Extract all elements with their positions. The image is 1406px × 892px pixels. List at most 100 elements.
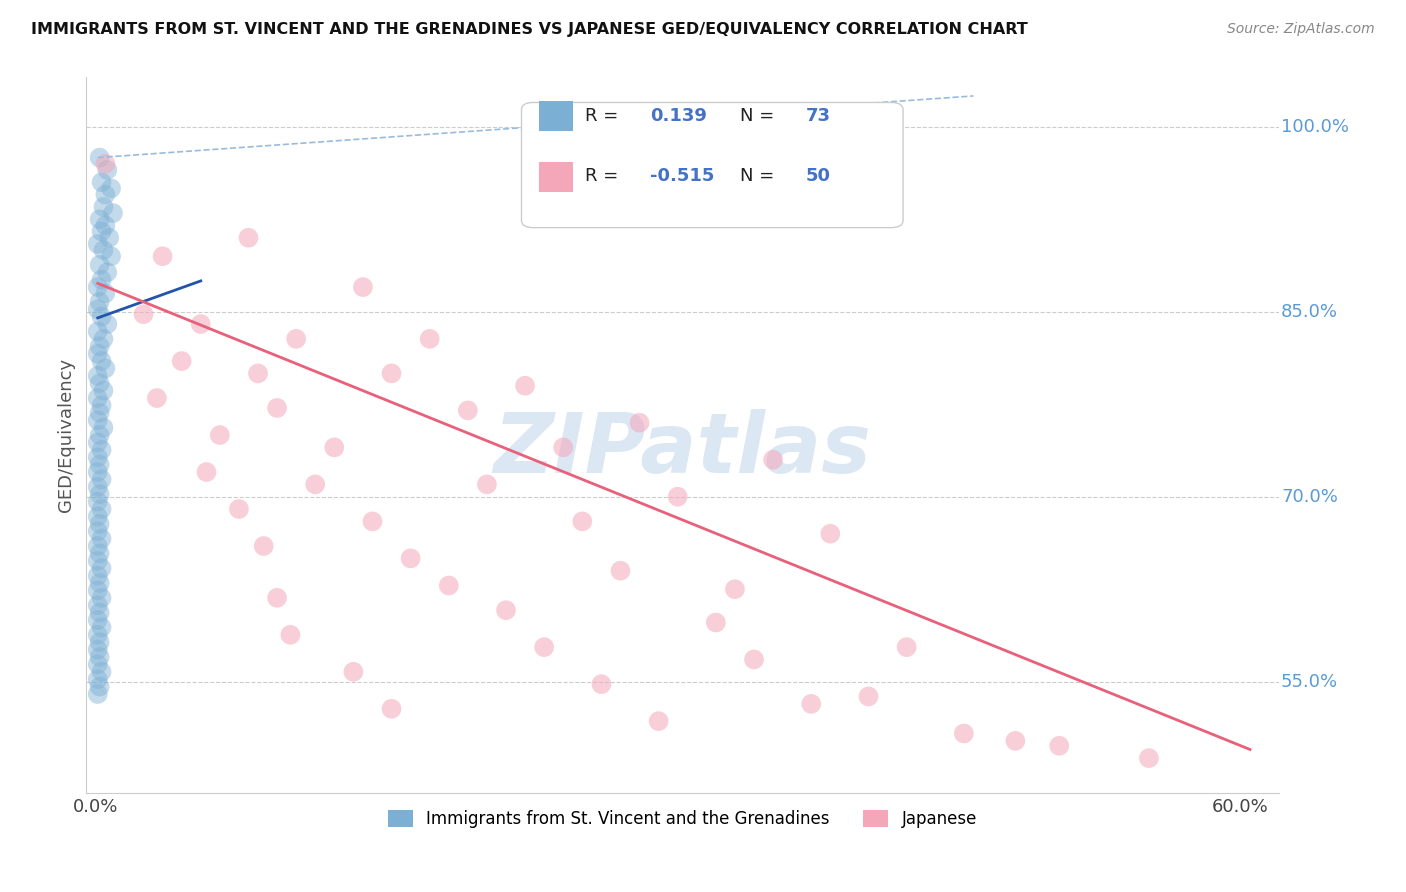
Point [571,514,593,528]
Point [89,212,111,227]
Point [253,539,276,553]
Point [90,225,112,239]
Point [90,354,112,368]
Y-axis label: GED/Equivalency: GED/Equivalency [58,358,75,512]
Point [100,181,122,195]
Point [533,640,555,654]
Point [89,650,111,665]
Point [380,702,402,716]
Point [87,583,110,598]
Point [87,280,110,294]
Point [820,526,842,541]
Point [93,243,115,257]
Text: 85.0%: 85.0% [1281,302,1339,321]
Point [132,307,155,321]
Point [238,231,260,245]
Point [89,516,111,531]
Point [89,576,111,591]
Point [90,665,112,679]
Point [94,157,117,171]
Point [190,317,212,331]
Point [170,354,193,368]
Point [87,687,110,701]
Point [87,302,110,317]
Text: IMMIGRANTS FROM ST. VINCENT AND THE GRENADINES VS JAPANESE GED/EQUIVALENCY CORRE: IMMIGRANTS FROM ST. VINCENT AND THE GREN… [31,22,1028,37]
Point [146,391,169,405]
Bar [540,101,572,131]
Point [152,249,174,263]
Point [87,613,110,627]
Point [90,561,112,575]
Text: 0.139: 0.139 [650,107,707,125]
Point [87,413,110,427]
Point [1047,739,1070,753]
Point [87,494,110,508]
Point [87,391,110,405]
Point [90,399,112,413]
Point [89,151,111,165]
Point [858,690,880,704]
Point [266,401,288,415]
Point [342,665,364,679]
Text: N =: N = [740,107,780,125]
Point [87,465,110,479]
Point [90,620,112,634]
Point [87,568,110,582]
Point [87,657,110,672]
Point [94,187,117,202]
Point [90,591,112,605]
Point [87,642,110,657]
Point [89,635,111,649]
Point [87,524,110,539]
Point [361,514,384,528]
Point [90,532,112,546]
Point [87,435,110,450]
Point [90,442,112,457]
Text: 73: 73 [806,107,831,125]
Point [100,249,122,263]
Point [628,416,651,430]
Point [591,677,613,691]
Point [93,200,115,214]
Point [87,236,110,251]
Point [380,367,402,381]
Point [762,452,785,467]
Point [89,339,111,353]
Point [495,603,517,617]
Point [285,332,308,346]
Text: -0.515: -0.515 [650,167,714,186]
Text: ZIPatlas: ZIPatlas [494,409,872,490]
Point [89,258,111,272]
Point [89,546,111,560]
Point [1137,751,1160,765]
Point [89,376,111,391]
Point [87,346,110,360]
Point [87,368,110,383]
Point [89,606,111,620]
Point [101,206,124,220]
Point [208,428,231,442]
Point [89,428,111,442]
Point [647,714,669,728]
Point [94,286,117,301]
Text: 100.0%: 100.0% [1281,118,1348,136]
Point [513,378,536,392]
Text: R =: R = [585,167,624,186]
Point [352,280,374,294]
Point [475,477,498,491]
Point [553,441,575,455]
Point [94,361,117,376]
Point [89,680,111,694]
Point [419,332,441,346]
Point [87,539,110,553]
Point [666,490,689,504]
Point [90,310,112,324]
Point [89,406,111,420]
Text: 50: 50 [806,167,831,186]
Text: 55.0%: 55.0% [1281,673,1339,690]
Point [195,465,218,479]
Point [90,502,112,516]
Point [280,628,302,642]
Point [896,640,918,654]
Legend: Immigrants from St. Vincent and the Grenadines, Japanese: Immigrants from St. Vincent and the Gren… [381,803,984,834]
